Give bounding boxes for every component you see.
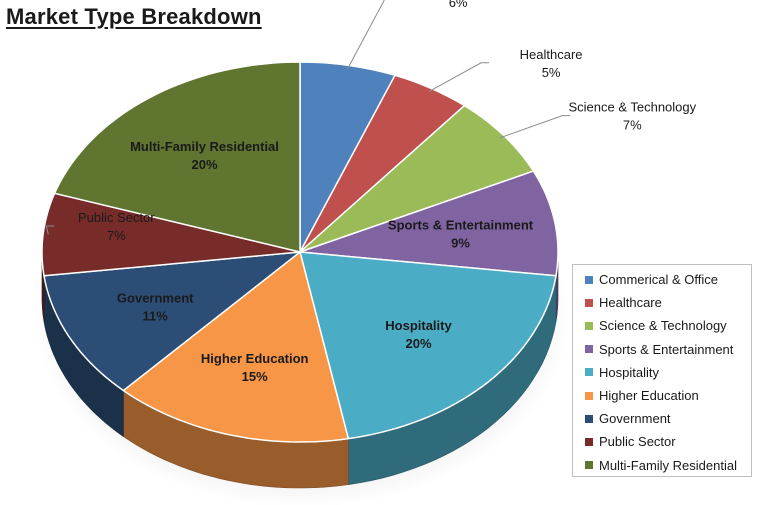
slice-value-higher-education: 15%: [242, 369, 268, 384]
legend-item-multi-family-residential: Multi-Family Residential: [585, 454, 751, 477]
slice-value-hospitality: 20%: [405, 336, 431, 351]
legend-item-sports-entertainment: Sports & Entertainment: [585, 338, 751, 361]
pie-top: [41, 61, 559, 443]
pie-slice-public-sector: [41, 192, 301, 277]
slice-label-science-technology: Science & Technology: [568, 100, 696, 115]
pie-slice-government: [43, 251, 301, 392]
legend-item-government: Government: [585, 407, 751, 430]
slice-label-public-sector: Public Sector: [78, 210, 155, 225]
slice-value-government: 11%: [143, 308, 169, 323]
legend: Commerical & Office Healthcare Science & T…: [572, 264, 752, 477]
leader-lines: [45, 0, 571, 235]
legend-swatch: [585, 414, 593, 423]
pie-slice-multi-family-residential: [53, 61, 301, 253]
leader-line-commerical-office: [346, 0, 385, 70]
legend-swatch: [585, 391, 593, 400]
legend-swatch: [585, 345, 593, 354]
legend-label: Commerical & Office: [599, 272, 718, 288]
pie-slice-higher-education: [122, 251, 350, 443]
chart-title: Market Type Breakdown: [6, 4, 262, 29]
legend-item-hospitality: Hospitality: [585, 361, 751, 384]
legend-item-science-technology: Science & Technology: [585, 314, 751, 337]
slice-value-healthcare: 5%: [542, 65, 561, 80]
pie-slice-sports-entertainment: [299, 170, 559, 277]
slice-label-government: Government: [117, 290, 194, 305]
legend-label: Hospitality: [599, 364, 659, 380]
slice-label-healthcare: Healthcare: [520, 47, 583, 62]
leader-line-public-sector: [45, 225, 55, 235]
leader-line-healthcare: [428, 62, 490, 93]
legend-swatch: [585, 368, 593, 377]
slice-label-sports-entertainment: Sports & Entertainment: [388, 217, 534, 232]
legend-item-higher-education: Higher Education: [585, 384, 751, 407]
slice-value-public-sector: 7%: [107, 228, 126, 243]
legend-swatch: [585, 461, 593, 470]
slice-label-multi-family-residential: Multi-Family Residential: [130, 139, 279, 154]
pie-slice-hospitality: [299, 251, 557, 440]
legend-swatch: [585, 275, 593, 284]
slice-value-commerical-office: 6%: [449, 0, 468, 10]
slice-label-hospitality: Hospitality: [385, 318, 452, 333]
legend-label: Science & Technology: [599, 318, 727, 334]
legend-label: Government: [599, 411, 671, 427]
legend-label: Public Sector: [599, 434, 676, 450]
slice-value-science-technology: 7%: [623, 118, 642, 133]
slice-value-sports-entertainment: 9%: [451, 235, 470, 250]
slice-labels: Commerical & Office6%Healthcare5%Science…: [78, 0, 697, 384]
slice-value-multi-family-residential: 20%: [191, 157, 217, 172]
legend-swatch: [585, 437, 593, 446]
legend-label: Healthcare: [599, 295, 662, 311]
legend-item-public-sector: Public Sector: [585, 430, 751, 453]
legend-label: Sports & Entertainment: [599, 341, 734, 357]
legend-swatch: [585, 321, 593, 330]
legend-label: Multi-Family Residential: [599, 457, 737, 473]
legend-item-commerical-office: Commerical & Office: [585, 268, 751, 291]
pie-slice-healthcare: [299, 74, 466, 253]
legend-swatch: [585, 298, 593, 307]
legend-label: Higher Education: [599, 388, 699, 404]
pie-slice-science-technology: [299, 104, 535, 253]
leader-line-science-technology: [499, 115, 571, 139]
pie-slice-commerical-office: [299, 61, 396, 253]
slice-label-higher-education: Higher Education: [201, 351, 309, 366]
legend-item-healthcare: Healthcare: [585, 291, 751, 314]
